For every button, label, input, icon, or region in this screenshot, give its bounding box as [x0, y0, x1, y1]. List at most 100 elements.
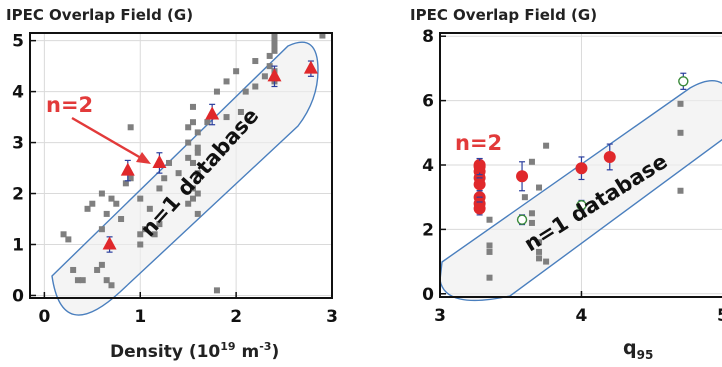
left-data-point-square	[175, 170, 182, 177]
left-data-point-triangle	[102, 236, 117, 250]
right-data-point-square	[677, 100, 684, 107]
left-data-point-square	[98, 190, 105, 197]
left-data-point-square	[185, 200, 192, 207]
right-data-point-square	[677, 129, 684, 136]
left-data-point-square	[189, 103, 196, 110]
right-data-point-circle	[473, 178, 486, 191]
right-data-marks	[473, 72, 689, 281]
right-x-tick-label: 5	[717, 306, 722, 326]
left-data-point-square	[142, 226, 149, 233]
left-data-point-square	[108, 195, 115, 202]
left-data-point-square	[151, 231, 158, 238]
left-data-point-square	[70, 266, 77, 273]
left-data-point-triangle	[267, 68, 282, 82]
right-y-tick-label: 0	[422, 285, 434, 305]
left-data-point-square	[122, 180, 129, 187]
left-data-point-square	[189, 159, 196, 166]
left-data-point-square	[252, 83, 259, 90]
right-data-point-square	[536, 184, 543, 191]
left-data-point-square	[118, 216, 125, 223]
left-data-point-square	[194, 149, 201, 156]
left-data-point-square	[271, 42, 278, 49]
left-data-point-square	[103, 277, 110, 284]
right-data-point-square	[486, 242, 493, 249]
left-data-point-square	[185, 139, 192, 146]
right-data-point-square	[543, 258, 550, 265]
left-data-point-square	[161, 175, 168, 182]
right-tick-labels: 3 4 5 0 2 4 6 8	[422, 27, 722, 326]
right-data-point-circle	[516, 170, 529, 183]
left-data-point-square	[189, 119, 196, 126]
right-panel: IPEC Overlap Field (G) 34502468 n=1 data…	[410, 6, 722, 362]
left-data-point-square	[194, 190, 201, 197]
left-y-tick-label: 4	[12, 83, 24, 103]
right-data-point-square	[536, 255, 543, 262]
left-data-point-square	[137, 241, 144, 248]
right-data-point-square	[521, 194, 528, 201]
left-data-point-square	[319, 32, 326, 39]
left-data-point-square	[204, 119, 211, 126]
left-data-point-square	[127, 175, 134, 182]
right-data-point-square	[677, 187, 684, 194]
right-chart-title: IPEC Overlap Field (G)	[410, 6, 597, 24]
right-data-point-square	[486, 216, 493, 223]
right-data-point-circle	[575, 162, 588, 175]
right-data-point-square	[486, 274, 493, 281]
right-data-point-circle	[473, 160, 486, 173]
left-data-point-square	[266, 63, 273, 70]
left-data-point-square	[223, 114, 230, 121]
left-data-point-square	[266, 52, 273, 59]
left-data-point-square	[233, 68, 240, 75]
left-x-tick-label: 2	[230, 307, 242, 327]
right-x-axis-label: q95	[623, 337, 653, 362]
right-data-point-square	[528, 158, 535, 165]
left-data-point-square	[223, 78, 230, 85]
left-data-point-square	[194, 144, 201, 151]
left-data-point-triangle	[303, 60, 318, 74]
left-x-tick-label: 3	[326, 307, 338, 327]
left-data-point-square	[65, 236, 72, 243]
left-annotation-arrowhead	[136, 152, 151, 164]
right-y-tick-label: 4	[422, 156, 434, 176]
left-data-point-square	[137, 195, 144, 202]
right-data-point-open-circle	[678, 76, 689, 87]
left-data-point-square	[185, 124, 192, 131]
right-data-point-square	[528, 219, 535, 226]
left-data-point-square	[271, 47, 278, 54]
left-data-point-square	[252, 58, 259, 65]
right-x-tick-label: 4	[576, 306, 588, 326]
left-tick-labels: 0 1 2 3 0 1 2 3 4 5	[12, 32, 338, 327]
right-data-point-open-circle	[576, 200, 587, 211]
left-data-point-square	[271, 37, 278, 44]
left-data-point-square	[189, 195, 196, 202]
left-plot-frame	[29, 32, 333, 299]
right-y-tick-label: 6	[422, 92, 434, 112]
left-y-tick-label: 3	[12, 134, 24, 154]
left-data-point-square	[89, 200, 96, 207]
left-data-point-square	[98, 261, 105, 268]
right-annotation-n2: n=2	[455, 131, 502, 155]
right-data-point-square	[543, 142, 550, 149]
right-data-point-circle	[603, 150, 616, 163]
left-data-point-square	[194, 129, 201, 136]
right-data-point-square	[536, 239, 543, 246]
left-data-point-square	[185, 154, 192, 161]
right-data-point-square	[536, 248, 543, 255]
left-chart-title: IPEC Overlap Field (G)	[6, 6, 193, 24]
left-data-point-square	[127, 124, 134, 131]
left-data-point-square	[213, 287, 220, 294]
left-data-point-square	[242, 88, 249, 95]
left-annotation-arrow	[71, 116, 142, 160]
left-y-tick-label: 2	[12, 185, 24, 205]
left-data-point-square	[98, 226, 105, 233]
left-data-point-square	[84, 205, 91, 212]
left-data-point-square	[189, 185, 196, 192]
left-annotation-n2: n=2	[46, 93, 93, 117]
left-n1-database-band	[51, 41, 319, 316]
left-data-marks	[60, 32, 326, 294]
left-data-point-square	[60, 231, 67, 238]
left-x-axis-label: Density (1019 m-3)	[110, 340, 279, 362]
right-n1-database-band	[439, 79, 722, 302]
